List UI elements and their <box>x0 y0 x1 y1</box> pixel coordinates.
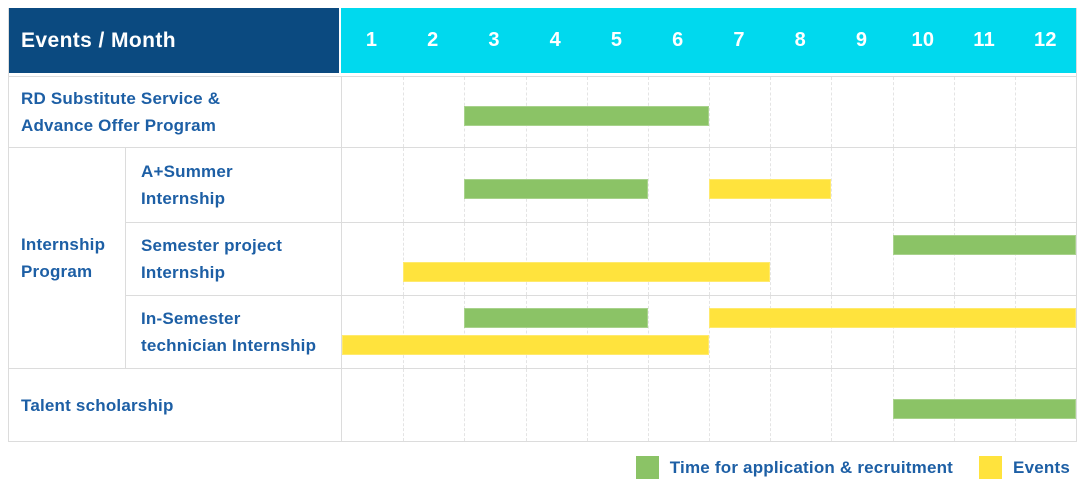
bar-area <box>341 295 1076 368</box>
month-gridline <box>1014 148 1016 222</box>
gantt-bar-green <box>464 106 709 126</box>
month-gridline <box>403 369 405 441</box>
month-header-4: 4 <box>549 29 562 51</box>
month-header-row: 1 2 3 4 5 6 7 8 9 10 11 12 <box>341 8 1076 76</box>
bar-area <box>341 368 1076 441</box>
month-gridline <box>647 369 649 441</box>
month-gridline <box>647 223 649 295</box>
month-gridline <box>953 223 955 295</box>
month-gridline <box>403 77 405 147</box>
month-header-7: 7 <box>733 29 745 51</box>
month-header-3: 3 <box>488 29 500 51</box>
month-gridline <box>770 77 772 147</box>
month-gridline <box>709 77 710 147</box>
gantt-bar-green <box>892 235 1076 255</box>
month-gridline <box>709 296 710 368</box>
legend-label: Time for application & recruitment <box>669 457 954 477</box>
month-gridline <box>831 148 833 222</box>
month-gridline <box>892 223 894 295</box>
month-gridline <box>647 148 649 222</box>
month-gridline <box>1014 296 1016 368</box>
row-label: In-Semester technician Internship <box>125 295 341 368</box>
month-gridline <box>953 296 955 368</box>
month-gridline <box>403 296 405 368</box>
gantt-bar-yellow <box>403 262 771 282</box>
bar-area <box>341 222 1076 295</box>
group-label-line: Internship <box>21 235 106 254</box>
row-label-line: Internship <box>141 189 226 208</box>
month-header-5: 5 <box>610 29 623 51</box>
month-header-2: 2 <box>427 29 439 51</box>
bar-area <box>341 76 1076 147</box>
legend: Time for application & recruitment Event… <box>0 456 1070 479</box>
gantt-bar-green <box>464 179 648 199</box>
month-header-10: 10 <box>911 29 935 51</box>
legend-item-events: Events <box>979 456 1070 479</box>
month-gridline <box>403 223 405 295</box>
bar-area <box>341 147 1076 222</box>
row-label-line: RD Substitute Service & <box>21 89 221 108</box>
green-swatch-icon <box>635 456 659 479</box>
row-label: RD Substitute Service & Advance Offer Pro… <box>9 76 341 147</box>
month-gridline <box>464 369 466 441</box>
month-gridline <box>464 296 466 368</box>
month-gridline <box>770 296 772 368</box>
table-header-title: Events / Month <box>9 8 341 76</box>
row-label-line: Semester project <box>141 236 283 255</box>
month-gridline <box>831 296 833 368</box>
month-header-9: 9 <box>855 29 868 51</box>
month-gridline <box>709 369 710 441</box>
month-gridline <box>1014 77 1016 147</box>
month-header-11: 11 <box>973 29 995 51</box>
month-gridline <box>709 223 710 295</box>
month-header-6: 6 <box>672 29 684 51</box>
legend-label: Events <box>1013 457 1070 477</box>
month-gridline <box>525 369 527 441</box>
month-gridline <box>831 223 833 295</box>
legend-item-application-recruitment: Time for application & recruitment <box>635 456 954 479</box>
month-gridline <box>831 369 833 441</box>
gantt-bar-green <box>892 399 1076 419</box>
month-gridline <box>586 223 588 295</box>
month-gridline <box>831 77 833 147</box>
month-gridline <box>525 296 527 368</box>
row-label-line: Advance Offer Program <box>21 116 217 135</box>
month-gridline <box>770 223 772 295</box>
events-month-table: Events / Month 1 2 3 4 5 6 7 8 9 10 11 12 RD Substi… <box>8 8 1077 442</box>
yellow-swatch-icon <box>979 456 1003 479</box>
month-gridline <box>586 369 588 441</box>
month-gridline <box>770 369 772 441</box>
month-gridline <box>586 296 588 368</box>
row-label-line: A+Summer <box>141 162 233 181</box>
gantt-bar-yellow <box>709 179 832 199</box>
gantt-bar-yellow <box>709 308 1076 328</box>
group-label-line: Program <box>21 262 93 281</box>
month-gridline <box>647 296 649 368</box>
month-gridline <box>953 77 955 147</box>
row-label-line: Internship <box>141 263 226 282</box>
month-header-1: 1 <box>365 29 378 51</box>
month-gridline <box>892 296 894 368</box>
month-gridline <box>464 223 466 295</box>
group-label-internship-program: Internship Program <box>9 147 125 368</box>
month-gridline <box>953 148 955 222</box>
row-label: Semester project Internship <box>125 222 341 295</box>
row-label-line: technician Internship <box>141 336 317 355</box>
month-gridline <box>525 223 527 295</box>
month-gridline <box>403 148 405 222</box>
month-header-12: 12 <box>1033 29 1057 51</box>
month-gridline <box>892 77 894 147</box>
month-gridline <box>1014 223 1016 295</box>
gantt-bar-green <box>464 308 648 328</box>
month-gridline <box>892 148 894 222</box>
row-label-line: In-Semester <box>141 309 241 328</box>
row-label: A+Summer Internship <box>125 147 341 222</box>
row-label: Talent scholarship <box>9 368 341 441</box>
gantt-bar-yellow <box>342 335 709 355</box>
row-label-line: Talent scholarship <box>21 395 174 415</box>
month-header-8: 8 <box>794 29 807 51</box>
